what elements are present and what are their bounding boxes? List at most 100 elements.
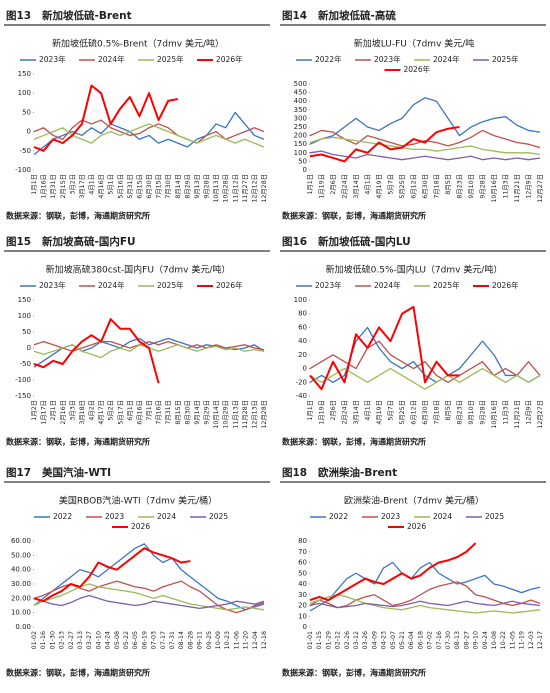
y-tick-label: 20 — [298, 351, 307, 359]
x-tick-label: 04-23 — [381, 631, 388, 649]
y-tick-label: 40 — [298, 580, 307, 588]
x-tick-label: 7月16日 — [155, 400, 163, 425]
legend-label: 2025年 — [433, 280, 460, 290]
series-line — [309, 136, 541, 156]
x-tick-label: 05-22 — [123, 631, 130, 649]
y-tick-label: 150 — [294, 140, 307, 148]
chart-title: 新加坡高硫380cst-国内FU（7dmv 美元/吨） — [46, 264, 231, 276]
x-tick-label: 7月18日 — [433, 400, 441, 425]
x-tick-label: 1月19日 — [318, 174, 326, 199]
legend-label: 2023年 — [315, 280, 342, 290]
legend-label: 2023年 — [374, 54, 401, 64]
x-tick-label: 8月23日 — [456, 174, 464, 199]
x-tick-label: 4月19日 — [375, 400, 383, 425]
x-tick-label: 6月1日 — [126, 400, 134, 421]
x-tick-label: 12月12日 — [250, 174, 258, 203]
x-tick-label: 8月14日 — [174, 174, 182, 199]
y-tick-label: 450 — [294, 89, 307, 97]
x-tick-label: 05-21 — [399, 631, 406, 649]
legend-label: 2022年 — [315, 54, 342, 64]
legend-label: 2026年 — [216, 280, 243, 290]
x-tick-label: 9月13日 — [193, 174, 201, 199]
x-tick-label: 3月18日 — [78, 400, 86, 425]
x-tick-label: 5月2日 — [107, 400, 115, 421]
x-tick-label: 11月27日 — [241, 174, 249, 203]
y-tick-label: 50 — [298, 157, 307, 165]
x-tick-label: 3月14日 — [352, 400, 360, 425]
x-tick-label: 1月2日 — [30, 400, 38, 421]
x-tick-label: 7月31日 — [164, 400, 172, 425]
series-line — [309, 97, 541, 145]
x-tick-label: 08-28 — [187, 631, 194, 649]
x-tick-label: 4月2日 — [88, 400, 96, 421]
series-line — [309, 305, 460, 391]
x-tick-label: 2月15日 — [59, 174, 67, 199]
x-tick-label: 09-10 — [473, 631, 480, 649]
x-tick-label: 01-16 — [40, 631, 47, 649]
y-tick-label: 20.00 — [11, 594, 31, 602]
x-tick-label: 01-29 — [325, 631, 332, 649]
x-tick-label: 8月23日 — [456, 400, 464, 425]
x-tick-label: 6月16日 — [135, 400, 143, 425]
x-tick-label: 07-31 — [169, 631, 176, 649]
chart-title: 欧洲柴油-Brent（7dmv 美元/桶） — [344, 495, 484, 507]
x-tick-label: 4月17日 — [97, 400, 105, 425]
series-line — [309, 594, 541, 614]
x-tick-label: 1月31日 — [49, 174, 57, 199]
x-tick-label: 12-17 — [537, 631, 544, 649]
x-tick-label: 2月6日 — [329, 174, 337, 195]
y-tick-label: 150 — [18, 296, 31, 304]
y-tick-label: 80 — [298, 310, 307, 318]
x-tick-label: 4月1日 — [364, 400, 372, 421]
y-tick-label: 30.00 — [11, 580, 31, 588]
x-tick-label: 10月16日 — [490, 174, 498, 203]
y-tick-label: 40 — [298, 337, 307, 345]
x-tick-label: 9月28日 — [479, 400, 487, 425]
y-tick-label: 100 — [18, 89, 31, 97]
x-tick-label: 06-05 — [132, 631, 139, 649]
legend-label: 2025 — [485, 512, 504, 521]
x-tick-label: 12月28日 — [260, 400, 268, 429]
legend-label: 2024年 — [98, 54, 125, 64]
series-line — [309, 367, 541, 390]
legend-label: 2026年 — [492, 280, 519, 290]
x-tick-label: 06-18 — [417, 631, 424, 649]
source-note: 数据来源：钢联，彭博，海通期货研究所 — [282, 437, 426, 447]
y-tick-label: 80 — [298, 537, 307, 545]
x-tick-label: 11-05 — [509, 631, 516, 649]
series-line — [309, 542, 477, 602]
x-tick-label: 9月29日 — [203, 400, 211, 425]
legend-label: 2024 — [157, 512, 176, 521]
source-note: 数据来源：钢联，彭博，海通期货研究所 — [6, 437, 150, 447]
x-tick-label: 3月14日 — [352, 174, 360, 199]
x-tick-label: 01-02 — [31, 631, 38, 649]
x-tick-label: 11-19 — [519, 631, 526, 649]
x-tick-label: 10-22 — [500, 631, 507, 649]
x-tick-label: 12月9日 — [525, 400, 533, 425]
x-tick-label: 5月25日 — [398, 174, 406, 199]
figure-caption: 新加坡低硫-国内LU — [318, 235, 411, 248]
x-tick-label: 9月14日 — [193, 400, 201, 425]
y-tick-label: 0.00 — [15, 623, 31, 631]
x-tick-label: 9月28日 — [479, 174, 487, 199]
y-tick-label: 70 — [298, 548, 307, 556]
x-tick-label: 5月16日 — [116, 174, 124, 199]
figure-number: 图17 — [6, 467, 31, 479]
legend-label: 2026 — [407, 522, 426, 531]
x-tick-label: 01-15 — [316, 631, 323, 649]
figure-caption: 新加坡低硫-Brent — [42, 9, 132, 22]
x-tick-label: 5月7日 — [387, 174, 395, 195]
y-tick-label: 50 — [22, 328, 31, 336]
y-tick-label: 200 — [294, 132, 307, 140]
source-note: 数据来源：钢联，彭博，海通期货研究所 — [282, 668, 426, 678]
x-tick-label: 02-13 — [59, 631, 66, 649]
x-tick-label: 10月14日 — [212, 400, 220, 429]
x-tick-label: 2月1日 — [49, 400, 57, 421]
x-tick-label: 5月1日 — [107, 174, 115, 195]
series-line — [309, 581, 541, 609]
series-line — [309, 561, 541, 612]
x-tick-label: 08-14 — [178, 631, 185, 649]
y-tick-label: 40.00 — [11, 566, 31, 574]
chart-title: 新加坡LU-FU（7dmv 美元/吨 — [354, 38, 475, 50]
x-tick-label: 7月1日 — [145, 400, 153, 421]
